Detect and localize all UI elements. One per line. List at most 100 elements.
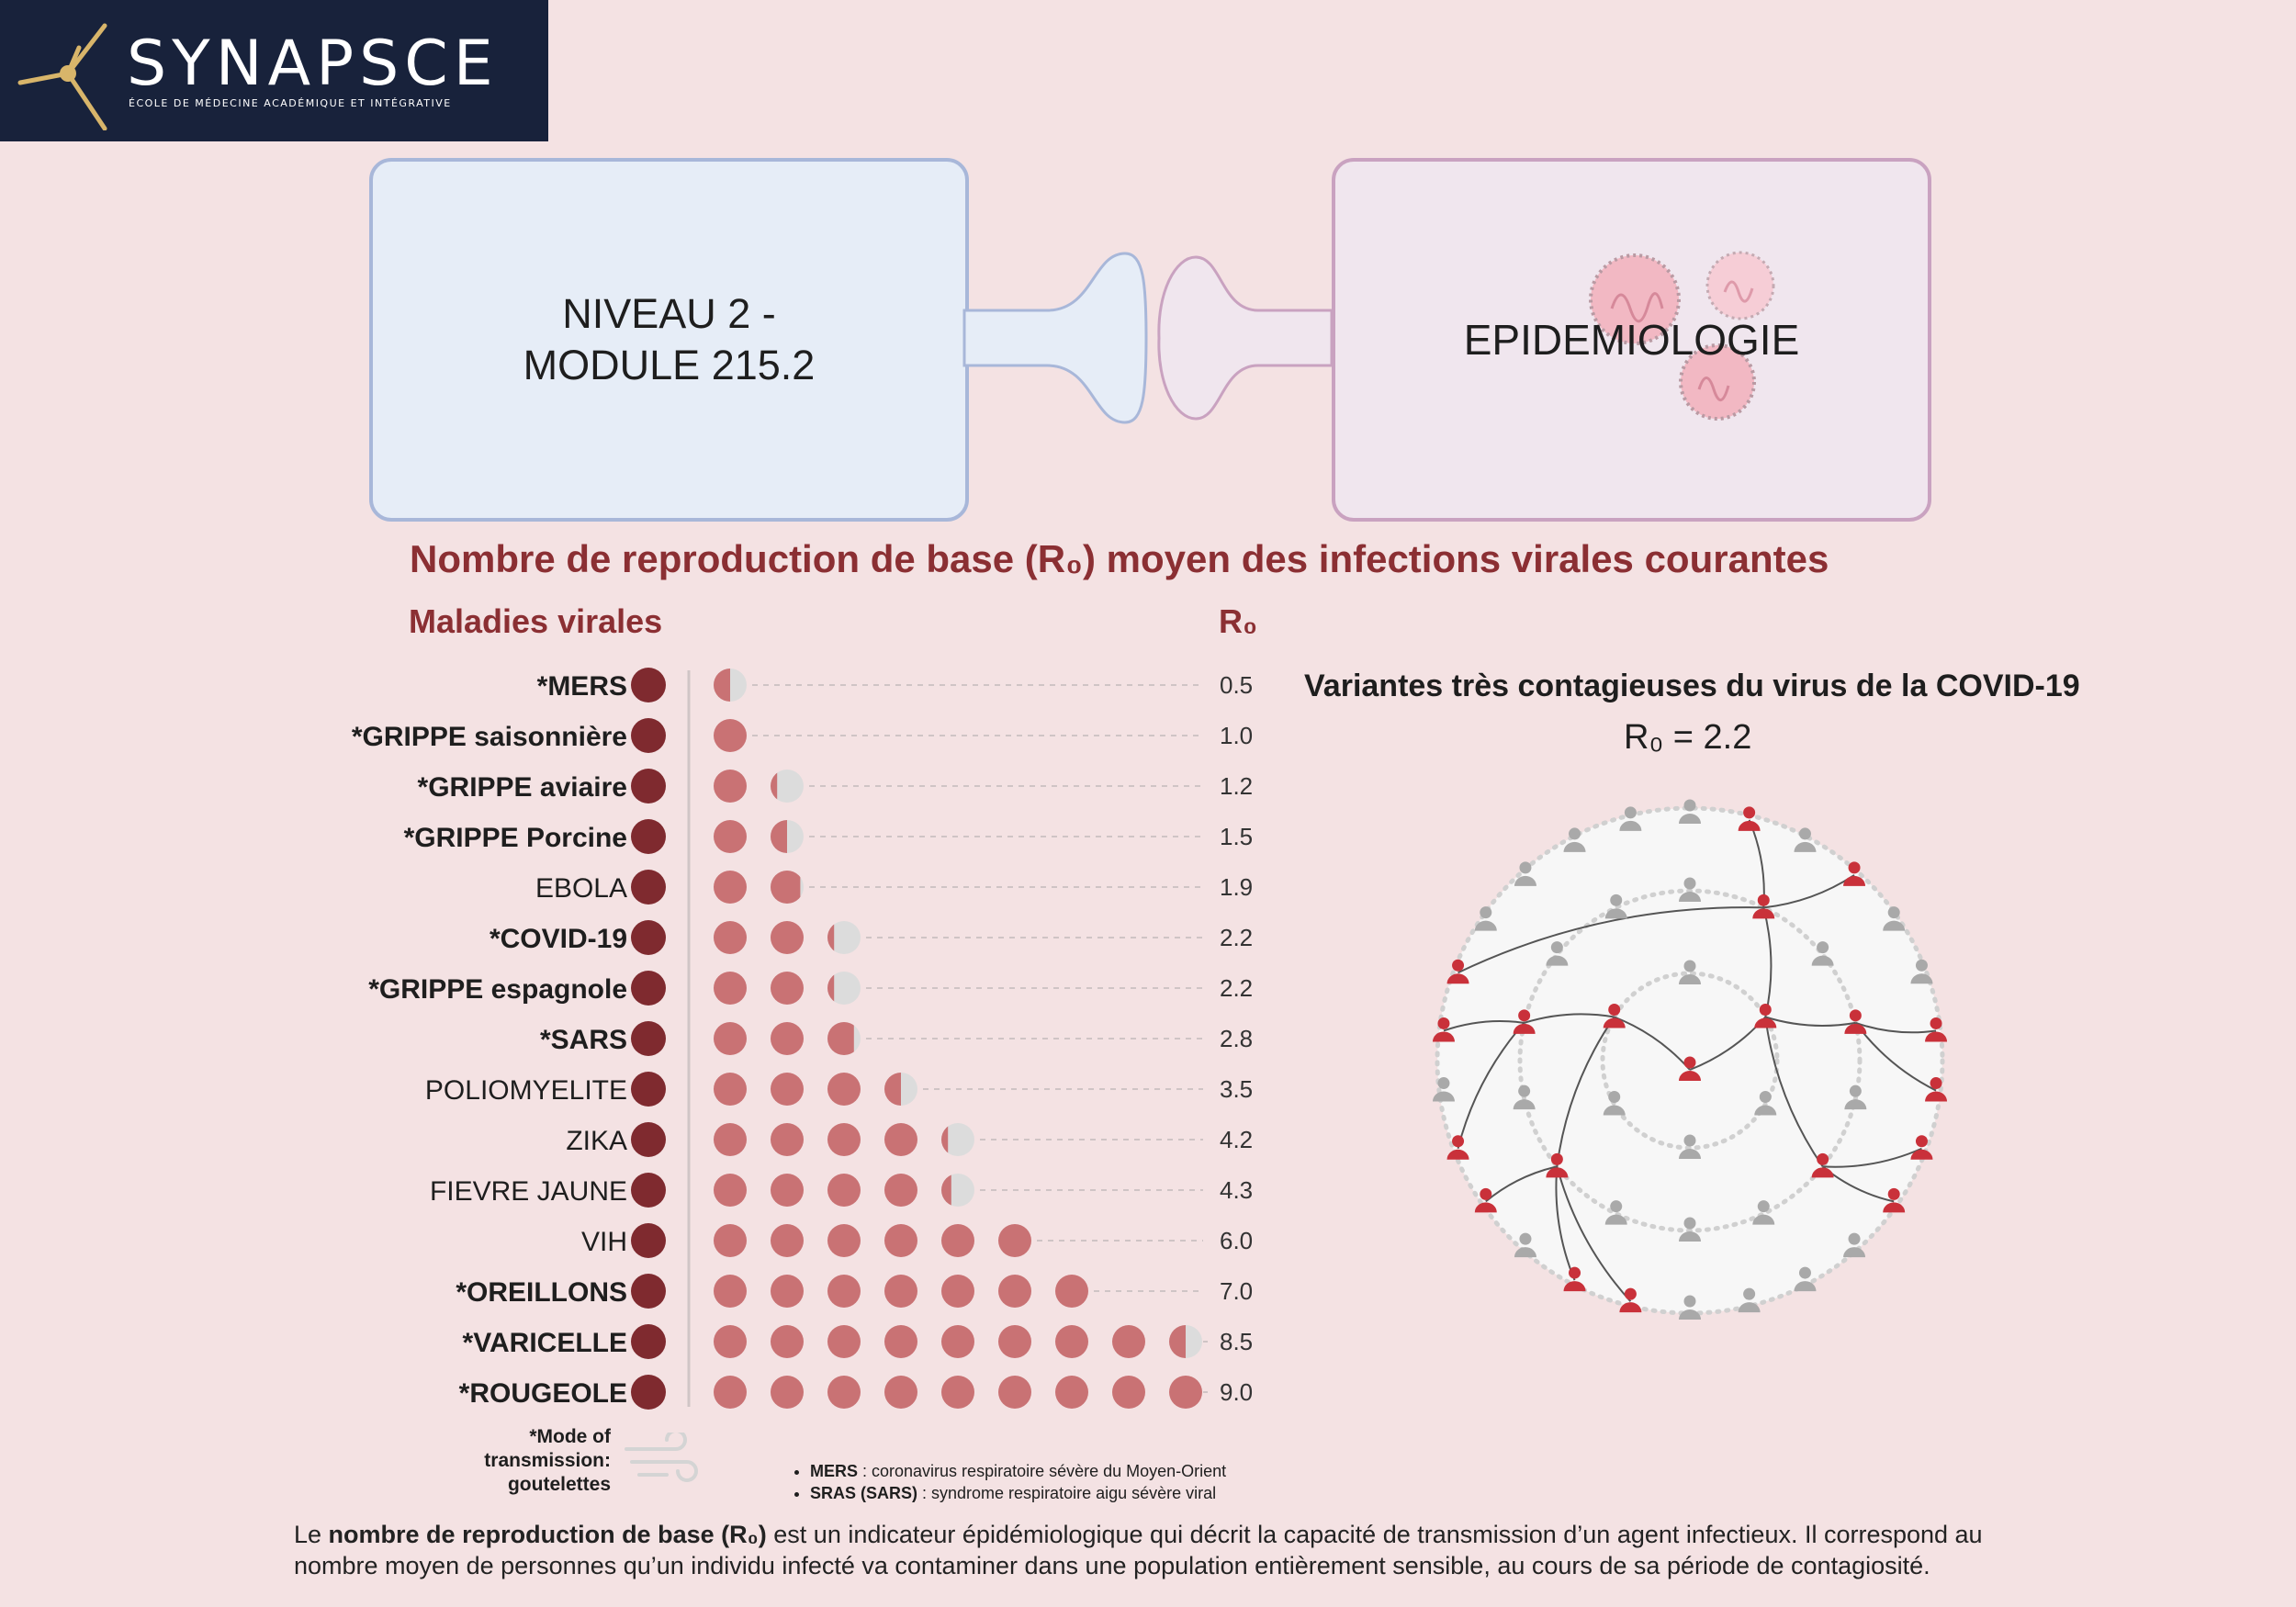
transmission-link xyxy=(1556,1166,1632,1302)
r0-dot xyxy=(771,972,804,1005)
category-label: *ROUGEOLE xyxy=(459,1378,627,1409)
r0-dot xyxy=(771,1022,804,1055)
legend-line: transmission: xyxy=(484,1450,611,1471)
abbreviation-notes: MERS : coronavirus respiratoire sévère d… xyxy=(790,1460,1226,1504)
r0-value-label: 1.9 xyxy=(1220,873,1253,901)
droplet-wind-icon xyxy=(625,1433,698,1482)
category-label: *SARS xyxy=(540,1025,627,1055)
legend-line: *Mode of xyxy=(529,1426,611,1447)
category-label: *GRIPPE Porcine xyxy=(404,823,627,853)
category-marker xyxy=(631,1021,666,1056)
transmission-link xyxy=(1443,1020,1525,1032)
r0-dot xyxy=(714,770,747,803)
category-label: EBOLA xyxy=(535,873,627,904)
topic-box: EPIDEMIOLOGIE xyxy=(1332,158,1931,522)
logo-subtitle: ÉCOLE DE MÉDECINE ACADÉMIQUE ET INTÉGRAT… xyxy=(129,97,452,109)
category-label: FIEVRE JAUNE xyxy=(430,1176,627,1207)
r0-dot xyxy=(884,1123,917,1156)
r0-dot xyxy=(998,1224,1031,1257)
r0-dot xyxy=(771,921,804,954)
r0-dot xyxy=(714,972,747,1005)
healthy-person-icon xyxy=(1474,906,1497,931)
category-marker xyxy=(631,819,666,854)
infected-person-icon xyxy=(1925,1017,1948,1042)
healthy-person-icon xyxy=(1811,941,1834,966)
r0-dot-chart: *MERS 0.5 *GRIPPE saisonnière 1.0 *GRIPPE av… xyxy=(352,668,1253,1410)
r0-value-label: 1.0 xyxy=(1220,722,1253,749)
infected-person-icon xyxy=(1754,1004,1777,1028)
r0-dot-empty xyxy=(941,1123,974,1156)
module-level: NIVEAU 2 - xyxy=(562,290,776,337)
transmission-link xyxy=(1614,1016,1691,1071)
r0-dot-partial xyxy=(884,1073,901,1106)
infected-person-icon xyxy=(1619,1287,1642,1313)
synapse-connector-icon xyxy=(962,252,1334,424)
r0-dot xyxy=(998,1325,1031,1358)
r0-value-label: 3.5 xyxy=(1220,1075,1253,1103)
network-ring xyxy=(1517,888,1863,1233)
infected-person-icon xyxy=(1752,893,1775,919)
category-header: Maladies virales xyxy=(409,602,663,640)
r0-dot xyxy=(714,719,747,752)
module-box: NIVEAU 2 - MODULE 215.2 xyxy=(369,158,969,522)
infected-person-icon xyxy=(1474,1187,1497,1213)
r0-dot xyxy=(714,1376,747,1409)
r0-dot xyxy=(771,1123,804,1156)
r0-dot-partial xyxy=(827,924,835,951)
r0-dot xyxy=(771,1073,804,1106)
r0-value-label: 2.2 xyxy=(1220,924,1253,951)
legend-line: goutelettes xyxy=(507,1474,611,1495)
transmission-link xyxy=(1822,1147,1922,1168)
infected-person-icon xyxy=(1925,1077,1948,1102)
category-marker xyxy=(631,971,666,1006)
r0-dot-partial xyxy=(771,871,801,904)
module-number: MODULE 215.2 xyxy=(523,342,816,388)
r0-dot xyxy=(884,1376,917,1409)
r0-dot xyxy=(998,1275,1031,1308)
r0-dot xyxy=(941,1224,974,1257)
healthy-person-icon xyxy=(1619,806,1642,831)
category-label: *VARICELLE xyxy=(463,1328,627,1358)
r0-dot-partial xyxy=(941,1126,949,1153)
transmission-link xyxy=(1764,1017,1824,1167)
r0-dot xyxy=(884,1275,917,1308)
category-marker xyxy=(631,1223,666,1258)
r0-dot xyxy=(1055,1275,1088,1308)
r0-dot xyxy=(941,1376,974,1409)
healthy-person-icon xyxy=(1603,1091,1626,1116)
r0-dot xyxy=(714,1325,747,1358)
r0-value-label: 1.5 xyxy=(1220,823,1253,850)
infected-person-icon xyxy=(1843,861,1866,886)
infected-person-icon xyxy=(1811,1152,1834,1178)
r0-dot xyxy=(1055,1325,1088,1358)
category-marker xyxy=(631,718,666,753)
r0-dot xyxy=(827,1376,861,1409)
healthy-person-icon xyxy=(1844,1084,1867,1110)
transmission-link xyxy=(1555,1166,1576,1281)
category-label: VIH xyxy=(581,1227,627,1257)
r0-dot xyxy=(1112,1325,1145,1358)
healthy-person-icon xyxy=(1679,877,1701,902)
r0-value-label: 1.2 xyxy=(1220,772,1253,800)
r0-dot xyxy=(714,1174,747,1207)
healthy-person-icon xyxy=(1432,1077,1455,1102)
virus-particles-icon xyxy=(1589,251,1775,421)
r0-dot-partial xyxy=(827,1022,854,1055)
healthy-person-icon xyxy=(1514,861,1536,886)
r0-dot xyxy=(771,1325,804,1358)
r0-dot xyxy=(714,1073,747,1106)
healthy-person-icon xyxy=(1794,827,1817,852)
r0-value-label: 4.3 xyxy=(1220,1176,1253,1204)
healthy-person-icon xyxy=(1679,960,1701,984)
category-marker xyxy=(631,1173,666,1208)
transmission-network xyxy=(1432,799,1948,1320)
r0-dot-partial xyxy=(771,772,778,800)
r0-dot xyxy=(714,921,747,954)
r0-dot xyxy=(714,1022,747,1055)
r0-dot xyxy=(827,1325,861,1358)
infected-person-icon xyxy=(1446,959,1469,984)
r0-dot-empty xyxy=(827,921,861,954)
healthy-person-icon xyxy=(1563,827,1586,852)
footer-term: nombre de reproduction de base (R₀) xyxy=(328,1521,767,1548)
healthy-person-icon xyxy=(1604,1200,1627,1225)
